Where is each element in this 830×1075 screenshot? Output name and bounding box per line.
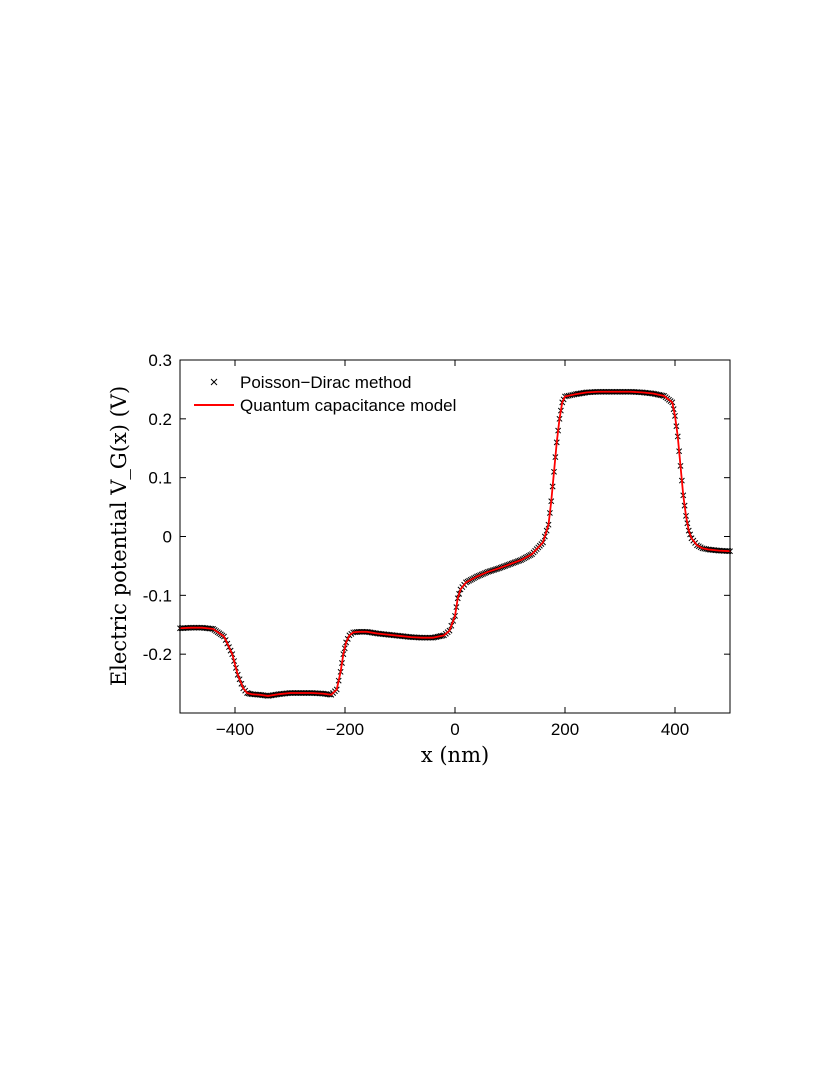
plot-area — [180, 360, 730, 713]
y-tick-label: 0.3 — [148, 351, 172, 370]
series-layer — [177, 388, 733, 699]
legend-marker-x-icon — [210, 378, 218, 386]
legend-label-quantum-capacitance: Quantum capacitance model — [240, 396, 456, 415]
axes-layer: −400 −200 0 200 400 -0.2 -0.1 0 0.1 0.2 0.3 — [143, 351, 730, 739]
x-axis-label: x (nm) — [421, 743, 489, 767]
x-tick-label: −200 — [326, 720, 364, 739]
series-quantum-capacitance-line — [179, 390, 731, 697]
y-tick-label: -0.1 — [143, 586, 172, 605]
y-tick-label: 0 — [163, 528, 172, 547]
legend: Poisson−Dirac method Quantum capacitance… — [194, 373, 456, 415]
x-tick-label: −400 — [216, 720, 254, 739]
y-tick-label: 0.2 — [148, 410, 172, 429]
x-tick-label: 0 — [450, 720, 459, 739]
legend-label-poisson-dirac: Poisson−Dirac method — [240, 373, 412, 392]
plot-frame — [179, 359, 731, 714]
x-tick-label: 200 — [551, 720, 579, 739]
x-tick-label: 400 — [661, 720, 689, 739]
y-axis-label: Electric potential V_G(x) (V) — [107, 386, 131, 686]
y-tick-label: 0.1 — [148, 469, 172, 488]
y-tick-label: -0.2 — [143, 645, 172, 664]
